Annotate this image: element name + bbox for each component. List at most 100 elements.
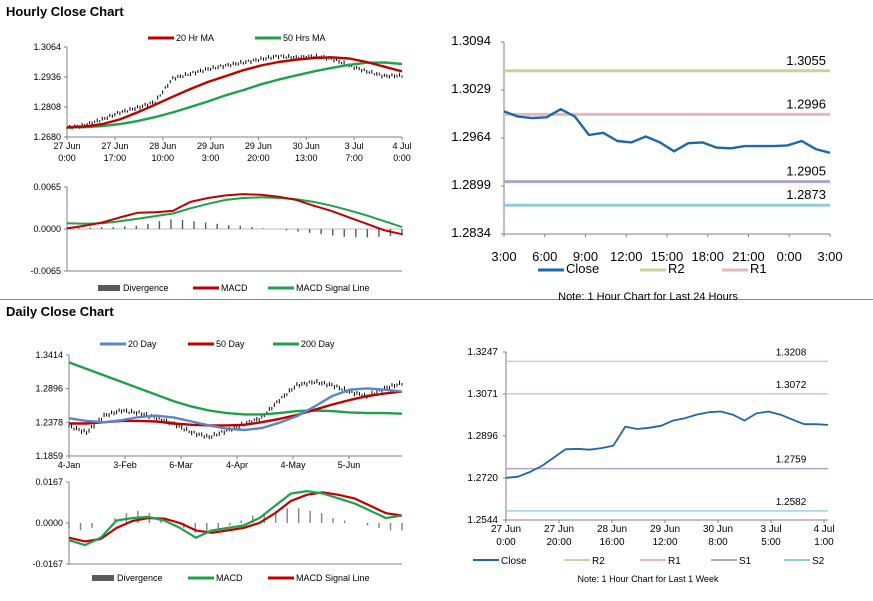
y-tick-label: 1.2680 bbox=[33, 132, 61, 142]
legend-r1-label: R1 bbox=[750, 261, 767, 276]
x-tick-label: 3:00 bbox=[817, 249, 842, 264]
x-tick-label: 4-Jan bbox=[58, 460, 81, 470]
x-tick-label: 12:00 bbox=[610, 249, 643, 264]
legend-ma20-label: 20 Hr MA bbox=[176, 33, 214, 43]
x-tick-label: 0:00 bbox=[496, 537, 516, 548]
legend-ma50-label: 50 Day bbox=[216, 339, 245, 349]
legend-divergence-label: Divergence bbox=[123, 283, 169, 293]
y-tick-label: 1.2834 bbox=[451, 225, 491, 240]
level-label: 1.3055 bbox=[786, 53, 826, 68]
x-tick-label: 8:00 bbox=[708, 537, 728, 548]
y-tick-label: 0.0167 bbox=[35, 477, 63, 487]
daily-section-title: Daily Close Chart bbox=[6, 304, 114, 319]
legend-r2-label: R2 bbox=[668, 261, 685, 276]
x-tick-label: 1:00 bbox=[814, 537, 834, 548]
x-tick-label: 30 Jun bbox=[703, 524, 733, 535]
legend-s2-label: S2 bbox=[812, 556, 825, 567]
y-tick-label: 1.2544 bbox=[467, 515, 498, 526]
legend-r1-label: R1 bbox=[668, 556, 681, 567]
y-tick-label: 1.2720 bbox=[467, 473, 498, 484]
x-tick-label: 29 Jun bbox=[650, 524, 680, 535]
x-tick-label: 15:00 bbox=[651, 249, 684, 264]
y-tick-label: 1.2899 bbox=[451, 177, 491, 192]
x-tick-label: 7:00 bbox=[345, 153, 363, 163]
x-tick-label: 4 Jul bbox=[813, 524, 834, 535]
x-tick-label: 29 Jun bbox=[245, 141, 272, 151]
x-tick-label: 17:00 bbox=[104, 153, 127, 163]
x-tick-label: 6-Mar bbox=[169, 460, 193, 470]
y-tick-label: 1.2378 bbox=[35, 417, 63, 427]
y-tick-label: 1.3071 bbox=[467, 389, 498, 400]
x-tick-label: 28 Jun bbox=[149, 141, 176, 151]
x-tick-label: 0:00 bbox=[58, 153, 76, 163]
legend-close-label: Close bbox=[566, 261, 599, 276]
y-tick-label: -0.0065 bbox=[30, 266, 61, 276]
level-label: 1.3072 bbox=[776, 380, 807, 391]
x-tick-label: 13:00 bbox=[295, 153, 318, 163]
macd-line bbox=[66, 193, 403, 236]
ma50-line bbox=[69, 390, 403, 427]
y-tick-label: 1.3064 bbox=[33, 42, 61, 52]
legend-divergence-swatch bbox=[98, 285, 120, 291]
legend-macd-label: MACD bbox=[221, 283, 248, 293]
legend-ma20-label: 20 Day bbox=[128, 339, 157, 349]
x-tick-label: 4-May bbox=[280, 460, 306, 470]
ma20-line bbox=[66, 56, 403, 129]
legend-ma50-label: 50 Hrs MA bbox=[283, 33, 326, 43]
legend-macd-label: MACD bbox=[216, 573, 243, 583]
legend-divergence-swatch bbox=[92, 575, 114, 581]
x-tick-label: 27 Jun bbox=[101, 141, 128, 151]
x-tick-label: 27 Jun bbox=[491, 524, 521, 535]
x-tick-label: 21:00 bbox=[732, 249, 765, 264]
legend-signal-label: MACD Signal Line bbox=[296, 573, 370, 583]
x-tick-label: 29 Jun bbox=[197, 141, 224, 151]
y-tick-label: -0.0167 bbox=[32, 559, 63, 569]
level-label: 1.2582 bbox=[776, 497, 807, 508]
x-tick-label: 3:00 bbox=[202, 153, 220, 163]
y-tick-label: 1.1859 bbox=[35, 451, 63, 461]
ma50-line bbox=[66, 61, 403, 129]
legend-r2-label: R2 bbox=[592, 556, 605, 567]
y-tick-label: 1.3414 bbox=[35, 350, 63, 360]
level-label: 1.2996 bbox=[786, 96, 826, 111]
y-tick-label: 1.3029 bbox=[451, 81, 491, 96]
legend-signal-label: MACD Signal Line bbox=[296, 283, 370, 293]
chart-note: Note: 1 Hour Chart for Last 24 Hours bbox=[558, 291, 738, 303]
y-tick-label: 1.3094 bbox=[451, 33, 491, 48]
y-tick-label: 1.2896 bbox=[35, 384, 63, 394]
x-tick-label: 10:00 bbox=[151, 153, 174, 163]
legend-ma200-label: 200 Day bbox=[301, 339, 335, 349]
x-tick-label: 3 Jul bbox=[345, 141, 364, 151]
x-tick-label: 5:00 bbox=[761, 537, 781, 548]
x-tick-label: 9:00 bbox=[573, 249, 598, 264]
macd-line bbox=[68, 490, 403, 547]
x-tick-label: 6:00 bbox=[532, 249, 557, 264]
y-tick-label: 0.0065 bbox=[33, 182, 61, 192]
close-line bbox=[505, 410, 829, 479]
x-tick-label: 4 Jul bbox=[392, 141, 411, 151]
macd-signal-line bbox=[68, 491, 403, 543]
y-tick-label: 1.2964 bbox=[451, 129, 491, 144]
x-tick-label: 27 Jun bbox=[544, 524, 574, 535]
legend-divergence-label: Divergence bbox=[117, 573, 163, 583]
y-tick-label: 1.2896 bbox=[467, 431, 498, 442]
legend-close-label: Close bbox=[501, 556, 527, 567]
x-tick-label: 12:00 bbox=[652, 537, 677, 548]
x-tick-label: 0:00 bbox=[777, 249, 802, 264]
legend-s1-label: S1 bbox=[739, 556, 752, 567]
level-label: 1.2873 bbox=[786, 187, 826, 202]
level-label: 1.3208 bbox=[776, 347, 807, 358]
x-tick-label: 16:00 bbox=[599, 537, 624, 548]
hourly-section-title: Hourly Close Chart bbox=[6, 4, 124, 19]
x-tick-label: 20:00 bbox=[546, 537, 571, 548]
x-tick-label: 20:00 bbox=[247, 153, 270, 163]
section-divider bbox=[0, 299, 873, 300]
close-line bbox=[503, 108, 831, 154]
macd-signal-line bbox=[66, 196, 403, 229]
ma20-line bbox=[68, 387, 403, 432]
y-tick-label: 0.0000 bbox=[35, 518, 63, 528]
ma200-line bbox=[68, 361, 403, 416]
x-tick-label: 4-Apr bbox=[226, 460, 248, 470]
x-tick-label: 3 Jul bbox=[760, 524, 781, 535]
x-tick-label: 3:00 bbox=[491, 249, 516, 264]
